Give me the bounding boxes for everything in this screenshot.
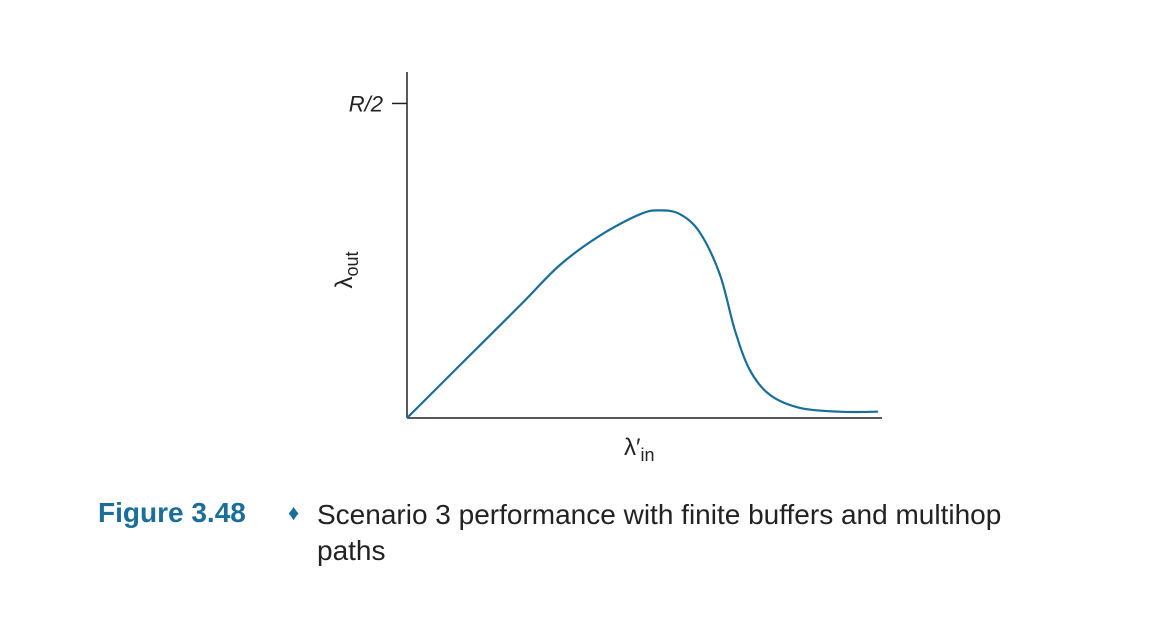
x-label-sub: in [641, 445, 655, 465]
chart: λout λ′in R/2 [331, 72, 882, 465]
figure-label: Figure 3.48 [98, 497, 246, 528]
y-label-sub: out [342, 251, 362, 276]
caption-text: Scenario 3 performance with finite buffe… [317, 499, 1002, 566]
y-label-symbol: λ [331, 277, 358, 289]
caption-separator: ♦ [288, 500, 300, 525]
line-series [406, 209, 879, 419]
y-axis-label: λout [331, 251, 362, 288]
y-tick-label: R/2 [349, 91, 383, 116]
x-label-symbol: λ′ [624, 434, 641, 461]
x-axis-label: λ′in [624, 434, 655, 465]
